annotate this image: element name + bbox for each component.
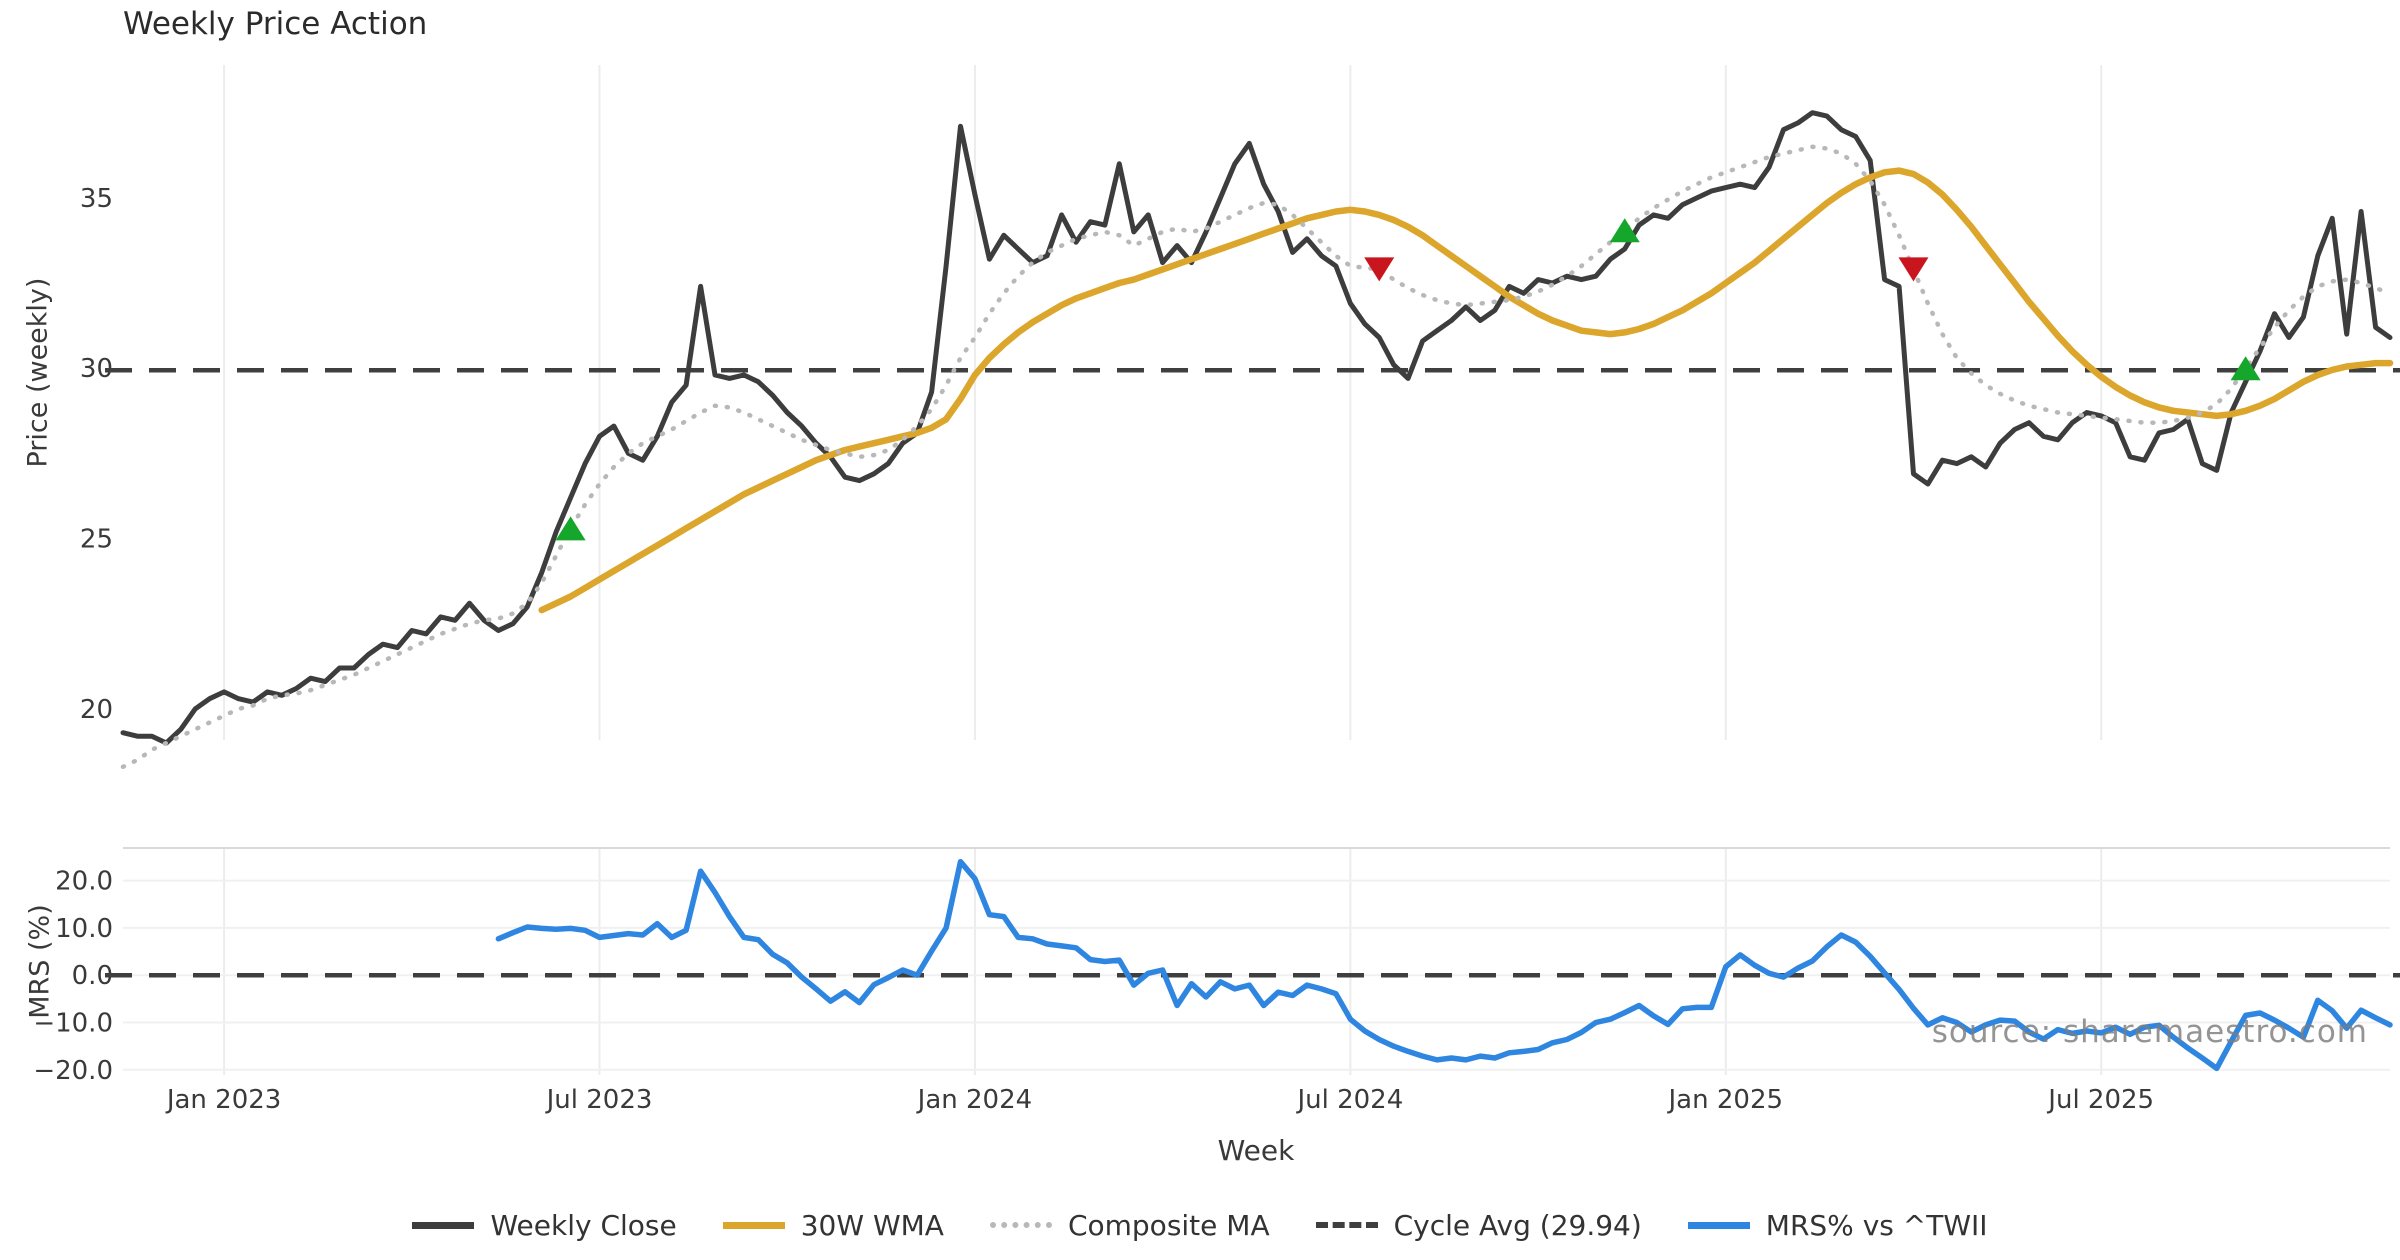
- legend-label: MRS% vs ^TWII: [1765, 1208, 1988, 1242]
- price-ytick-label: 35: [80, 184, 113, 214]
- legend-item-cyc: Cycle Avg (29.94): [1315, 1208, 1642, 1242]
- buy-signal-marker: [1609, 218, 1640, 243]
- series-close: [120, 110, 2393, 746]
- legend-item-mrs: MRS% vs ^TWII: [1687, 1208, 1988, 1242]
- x-tick-label: Jul 2025: [2046, 1085, 2154, 1115]
- legend-swatch-wma: [722, 1221, 785, 1229]
- buy-signal-marker: [2230, 356, 2261, 381]
- legend-label: Cycle Avg (29.94): [1393, 1208, 1642, 1242]
- legend-swatch-mrs: [1687, 1221, 1750, 1229]
- mrs-ytick-label: 20.0: [55, 867, 113, 897]
- sell-signal-marker: [1898, 257, 1929, 282]
- x-tick-label: Jan 2025: [1667, 1085, 1784, 1115]
- legend-label: Composite MA: [1067, 1208, 1270, 1242]
- page-title: Weekly Price Action: [123, 6, 428, 42]
- legend-item-wma: 30W WMA: [722, 1208, 944, 1242]
- legend-item-comp: Composite MA: [989, 1208, 1270, 1242]
- series-wma: [538, 167, 2394, 614]
- sell-signal-marker: [1364, 257, 1395, 282]
- chart-legend: Weekly Close 30W WMA Composite MA Cycle Avg…: [0, 1200, 2400, 1250]
- mrs-ytick-label: 10.0: [55, 914, 113, 944]
- x-axis-label: Week: [1217, 1134, 1295, 1167]
- x-tick-label: Jan 2023: [165, 1085, 282, 1115]
- legend-label: Weekly Close: [490, 1208, 677, 1242]
- price-ytick-label: 20: [80, 695, 113, 725]
- x-tick-label: Jul 2024: [1295, 1085, 1403, 1115]
- legend-swatch-comp: [989, 1222, 1052, 1228]
- mrs-ytick-label: −10.0: [33, 1009, 113, 1039]
- legend-item-close: Weekly Close: [412, 1208, 677, 1242]
- series-comp: [120, 144, 2393, 770]
- mrs-ytick-label: −20.0: [33, 1056, 113, 1086]
- legend-swatch-close: [412, 1221, 475, 1229]
- source-watermark: source: sharemaestro.com: [1931, 1014, 2368, 1050]
- legend-swatch-cyc: [1315, 1222, 1378, 1228]
- x-tick-label: Jul 2023: [545, 1085, 653, 1115]
- legend-label: 30W WMA: [800, 1208, 944, 1242]
- buy-signal-marker: [555, 516, 586, 541]
- series-mrs: [495, 858, 2393, 1072]
- x-tick-label: Jan 2024: [916, 1085, 1033, 1115]
- price-ytick-label: 25: [80, 525, 113, 555]
